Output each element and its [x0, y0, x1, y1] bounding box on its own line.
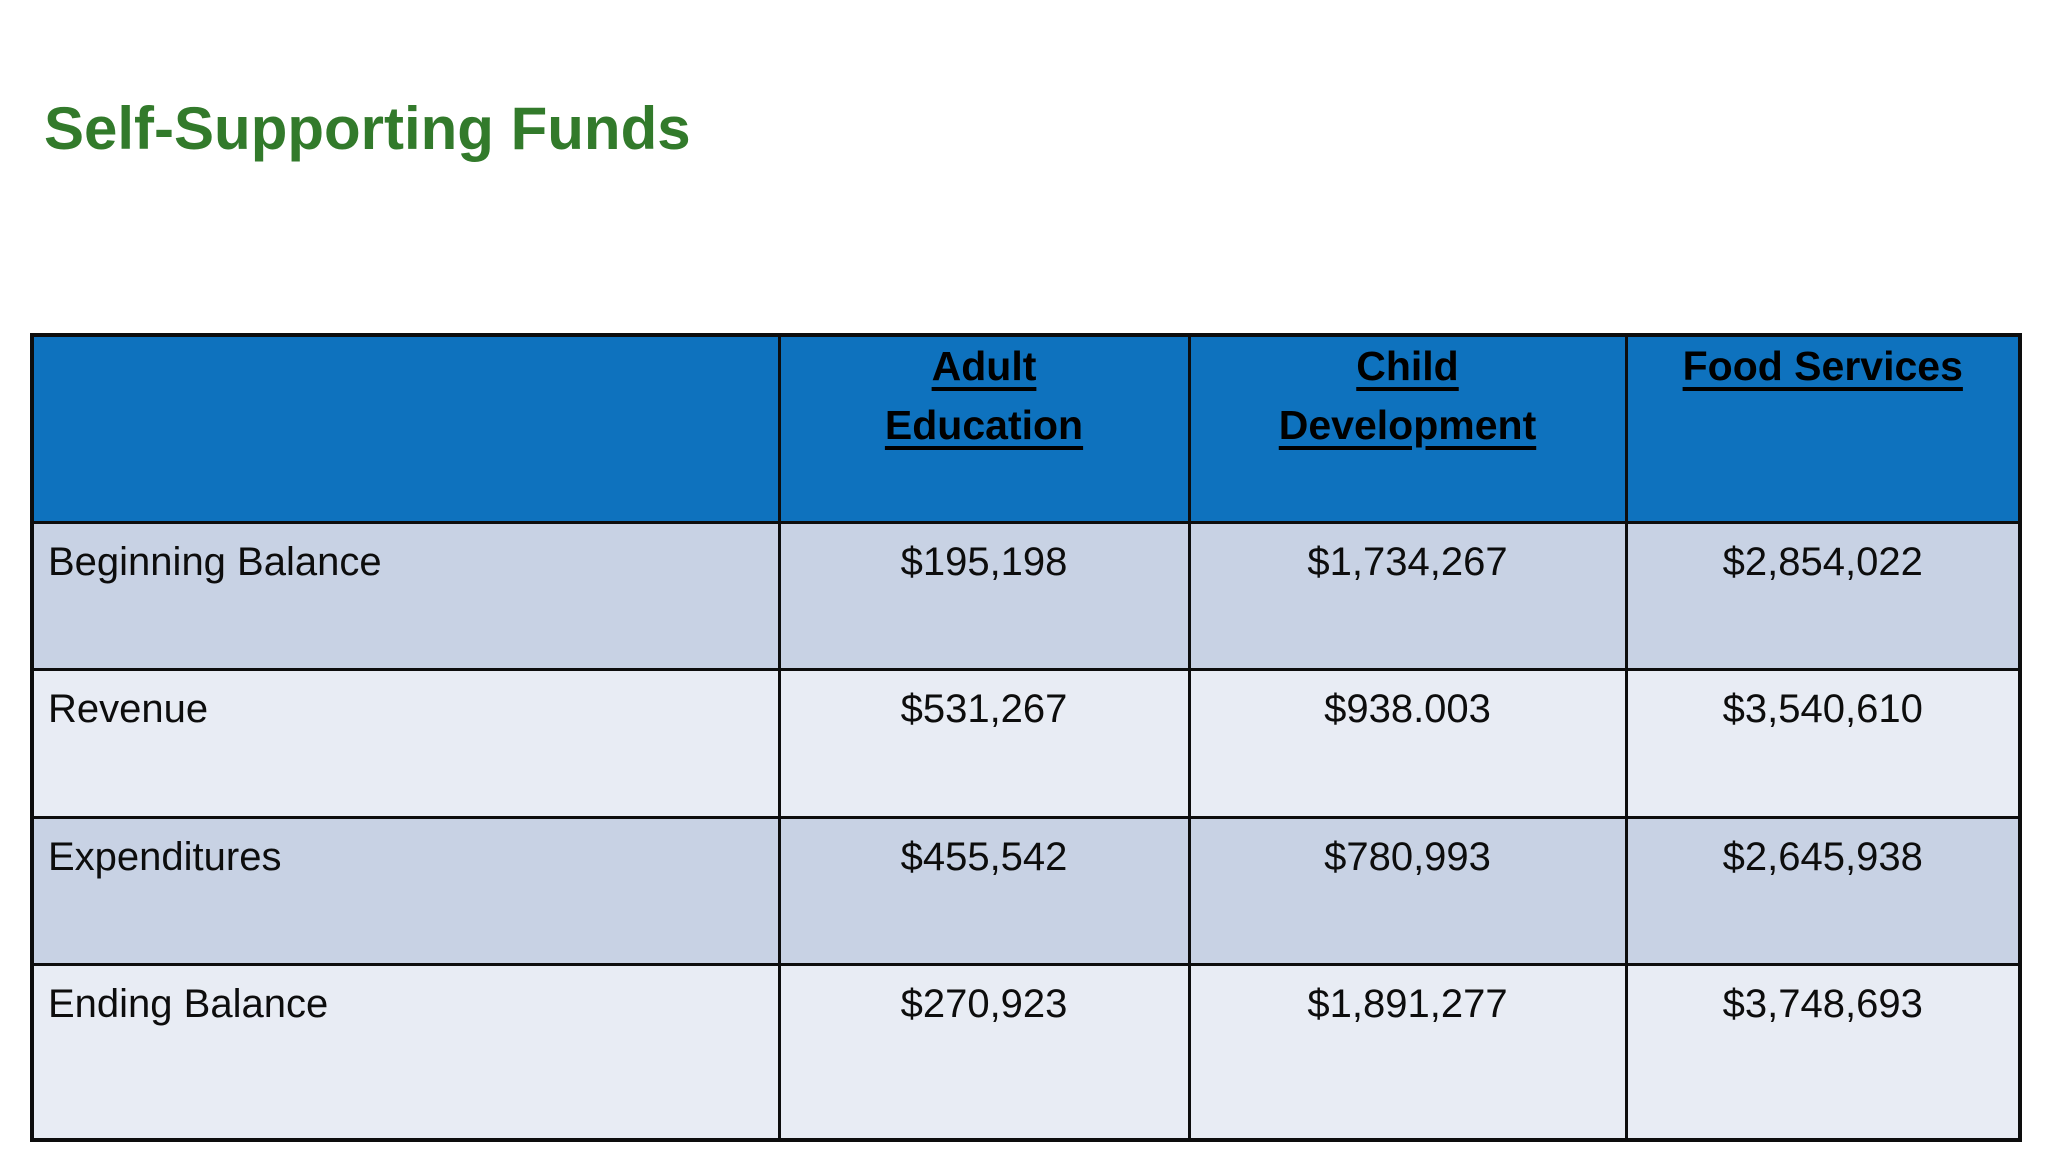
column-header-adult-education-line2: Education [884, 402, 1084, 449]
column-header-child-development-line1: Child [1356, 343, 1459, 389]
table-row-expenditures: Expenditures $455,542 $780,993 $2,645,93… [30, 815, 2022, 966]
column-header-child-development-line2: Development [1278, 402, 1537, 449]
table-row-revenue: Revenue $531,267 $938.003 $3,540,610 [30, 667, 2022, 819]
table-row-beginning-balance: Beginning Balance $195,198 $1,734,267 $2… [30, 520, 2022, 671]
column-header-adult-education-line1: Adult [931, 343, 1037, 389]
cell-expenditures-food-services: $2,645,938 [1624, 815, 2022, 966]
column-header-food-services-label: Food Services [1682, 343, 1963, 389]
cell-ending-balance-child-development: $1,891,277 [1187, 962, 1628, 1142]
cell-revenue-adult-education: $531,267 [777, 667, 1191, 819]
cell-beginning-balance-child-development: $1,734,267 [1187, 520, 1628, 671]
table-body: Beginning Balance $195,198 $1,734,267 $2… [30, 520, 2022, 1142]
page-title: Self-Supporting Funds [44, 95, 691, 162]
row-label: Revenue [30, 667, 781, 819]
column-header-adult-education: Adult Education [777, 333, 1191, 524]
column-header-child-development: Child Development [1187, 333, 1628, 524]
cell-expenditures-child-development: $780,993 [1187, 815, 1628, 966]
cell-revenue-food-services: $3,540,610 [1624, 667, 2022, 819]
table-header-row: Adult Education Child Development Food S… [30, 333, 2022, 524]
cell-beginning-balance-adult-education: $195,198 [777, 520, 1191, 671]
cell-beginning-balance-food-services: $2,854,022 [1624, 520, 2022, 671]
row-label: Beginning Balance [30, 520, 781, 671]
column-header-blank [30, 333, 781, 524]
cell-expenditures-adult-education: $455,542 [777, 815, 1191, 966]
table-row-ending-balance: Ending Balance $270,923 $1,891,277 $3,74… [30, 962, 2022, 1142]
cell-ending-balance-adult-education: $270,923 [777, 962, 1191, 1142]
row-label: Expenditures [30, 815, 781, 966]
cell-ending-balance-food-services: $3,748,693 [1624, 962, 2022, 1142]
row-label: Ending Balance [30, 962, 781, 1142]
column-header-food-services: Food Services [1624, 333, 2022, 524]
self-supporting-funds-table: Adult Education Child Development Food S… [30, 333, 2022, 1142]
cell-revenue-child-development: $938.003 [1187, 667, 1628, 819]
